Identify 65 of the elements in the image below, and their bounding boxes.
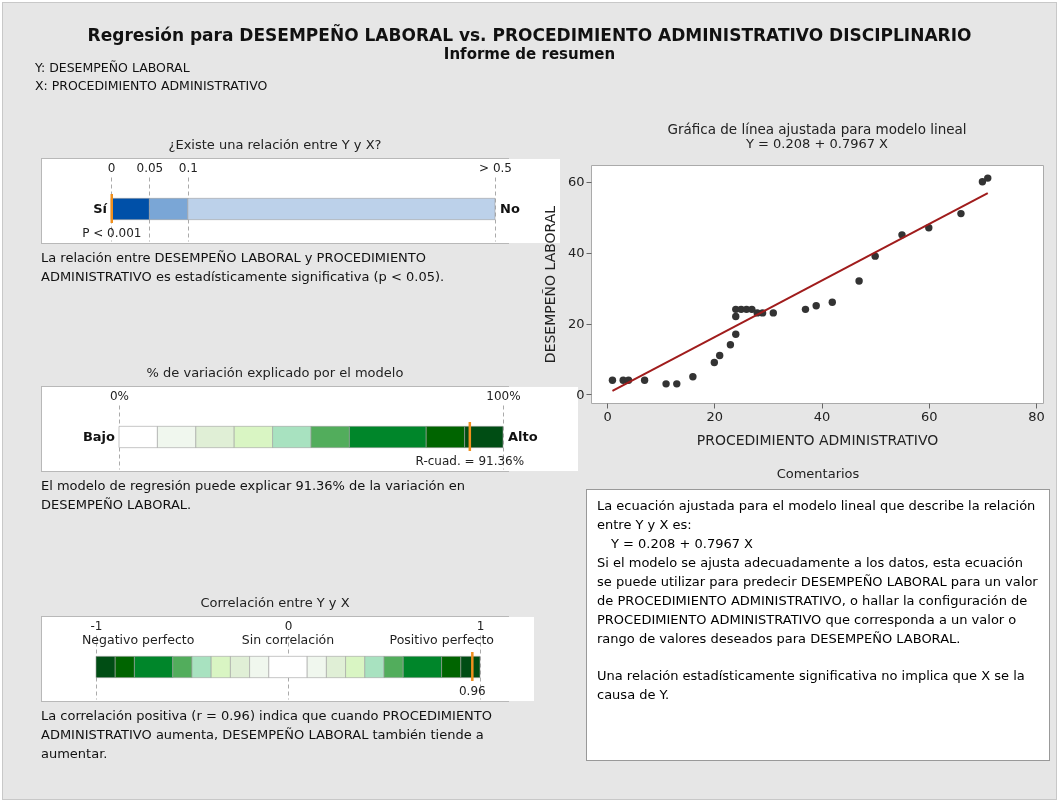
text: Bajo bbox=[82, 429, 116, 444]
x-tick-label: > 0.5 bbox=[479, 160, 512, 175]
annotation: Sin correlación bbox=[241, 632, 335, 647]
chart-title: % de variación explicado por el modelo bbox=[145, 365, 405, 380]
text: Regresión para DESEMPEÑO LABORAL vs. PROCEDIMIENTO ADMINISTRATIVO DISCIPLINARIO bbox=[86, 25, 973, 45]
y-tick-label: 40 bbox=[567, 245, 585, 261]
point bbox=[715, 351, 724, 360]
point bbox=[726, 341, 735, 349]
x-tick-label: -1 bbox=[90, 618, 103, 633]
x-tick-label: 0.05 bbox=[136, 160, 164, 175]
point bbox=[855, 277, 863, 285]
point bbox=[748, 305, 756, 314]
point bbox=[801, 305, 810, 314]
ref-line-label: R-cuad. = 91.36% bbox=[415, 454, 525, 468]
text: Informe de resumen bbox=[443, 45, 616, 63]
point bbox=[608, 376, 617, 384]
text: La ecuación ajustada para el modelo lineal que describe la relación entre Y y X es: bbox=[597, 497, 1037, 534]
point bbox=[640, 376, 649, 384]
point bbox=[769, 309, 778, 317]
text: Y: DESEMPEÑO LABORAL bbox=[35, 59, 191, 77]
annotation: Negativo perfecto bbox=[82, 632, 195, 647]
x-tick-label: 0% bbox=[109, 388, 130, 403]
text: Una relación estadísticamente significativa no implica que X se la causa de Y. bbox=[597, 667, 1026, 704]
x-tick-label: 0 bbox=[107, 160, 116, 175]
chart-subtitle: Y = 0.208 + 0.7967 X bbox=[745, 136, 889, 151]
point bbox=[732, 330, 740, 338]
chart-title: Gráfica de línea ajustada para modelo lineal bbox=[667, 120, 967, 137]
x-tick-label: 0 bbox=[284, 618, 293, 633]
x-axis-title: PROCEDIMIENTO ADMINISTRATIVO bbox=[696, 431, 939, 448]
point bbox=[662, 380, 670, 388]
x-tick-label: 0.1 bbox=[178, 160, 198, 175]
text: La correlación positiva (r = 0.96) indica que cuando PROCEDIMIENTO ADMINISTRATIVO aumenta, DESEMPEÑO LABORAL también tiende a aumentar. bbox=[41, 707, 493, 763]
point bbox=[732, 312, 740, 321]
point bbox=[673, 380, 681, 388]
point bbox=[978, 177, 987, 186]
x-tick-label: 100% bbox=[486, 388, 521, 403]
point bbox=[828, 298, 836, 306]
chart-title: Correlación entre Y y X bbox=[199, 595, 351, 610]
text: Comentarios bbox=[775, 466, 861, 481]
x-tick-label: 1 bbox=[476, 618, 485, 633]
annotation: Positivo perfecto bbox=[389, 632, 494, 647]
x-tick-label: 20 bbox=[706, 408, 724, 424]
y-axis-title: DESEMPEÑO LABORAL bbox=[541, 205, 558, 364]
x-tick-label: 80 bbox=[1028, 408, 1045, 424]
ref-line-label: 0.96 bbox=[458, 684, 486, 698]
chart-title: ¿Existe una relación entre Y y X? bbox=[167, 137, 383, 152]
x-tick-label: 60 bbox=[921, 408, 938, 424]
text: No bbox=[500, 201, 520, 216]
y-tick-label: 20 bbox=[567, 316, 585, 332]
point bbox=[984, 174, 992, 182]
ref-line-label: P < 0.001 bbox=[82, 226, 142, 240]
text: Si el modelo se ajusta adecuadamente a los datos, esta ecuación se puede utilizar para predecir DESEMPEÑO LABORAL para un valor de PROCEDIMIENTO ADMINISTRATIVO, o hallar la configuración de PROCEDIMIENTO ADMINISTRATIVO que corresponda a un valor o rango de valores deseados para DESEMPEÑO LABORAL. bbox=[597, 554, 1039, 648]
point bbox=[689, 373, 697, 381]
point bbox=[710, 358, 719, 367]
point bbox=[812, 302, 820, 310]
y-tick-label: 60 bbox=[567, 174, 585, 190]
text: La relación entre DESEMPEÑO LABORAL y PROCEDIMIENTO ADMINISTRATIVO es estadísticamente significativa (p < 0.05). bbox=[41, 249, 446, 286]
text: Alto bbox=[508, 429, 538, 444]
point bbox=[957, 209, 965, 218]
text: El modelo de regresión puede explicar 91.36% de la variación en DESEMPEÑO LABORAL. bbox=[41, 477, 467, 514]
text: Y = 0.208 + 0.7967 X bbox=[610, 535, 754, 553]
text: Sí bbox=[93, 201, 109, 216]
text: X: PROCEDIMIENTO ADMINISTRATIVO bbox=[35, 77, 268, 95]
x-tick-label: 40 bbox=[813, 408, 831, 424]
x-tick-label: 0 bbox=[603, 408, 612, 424]
